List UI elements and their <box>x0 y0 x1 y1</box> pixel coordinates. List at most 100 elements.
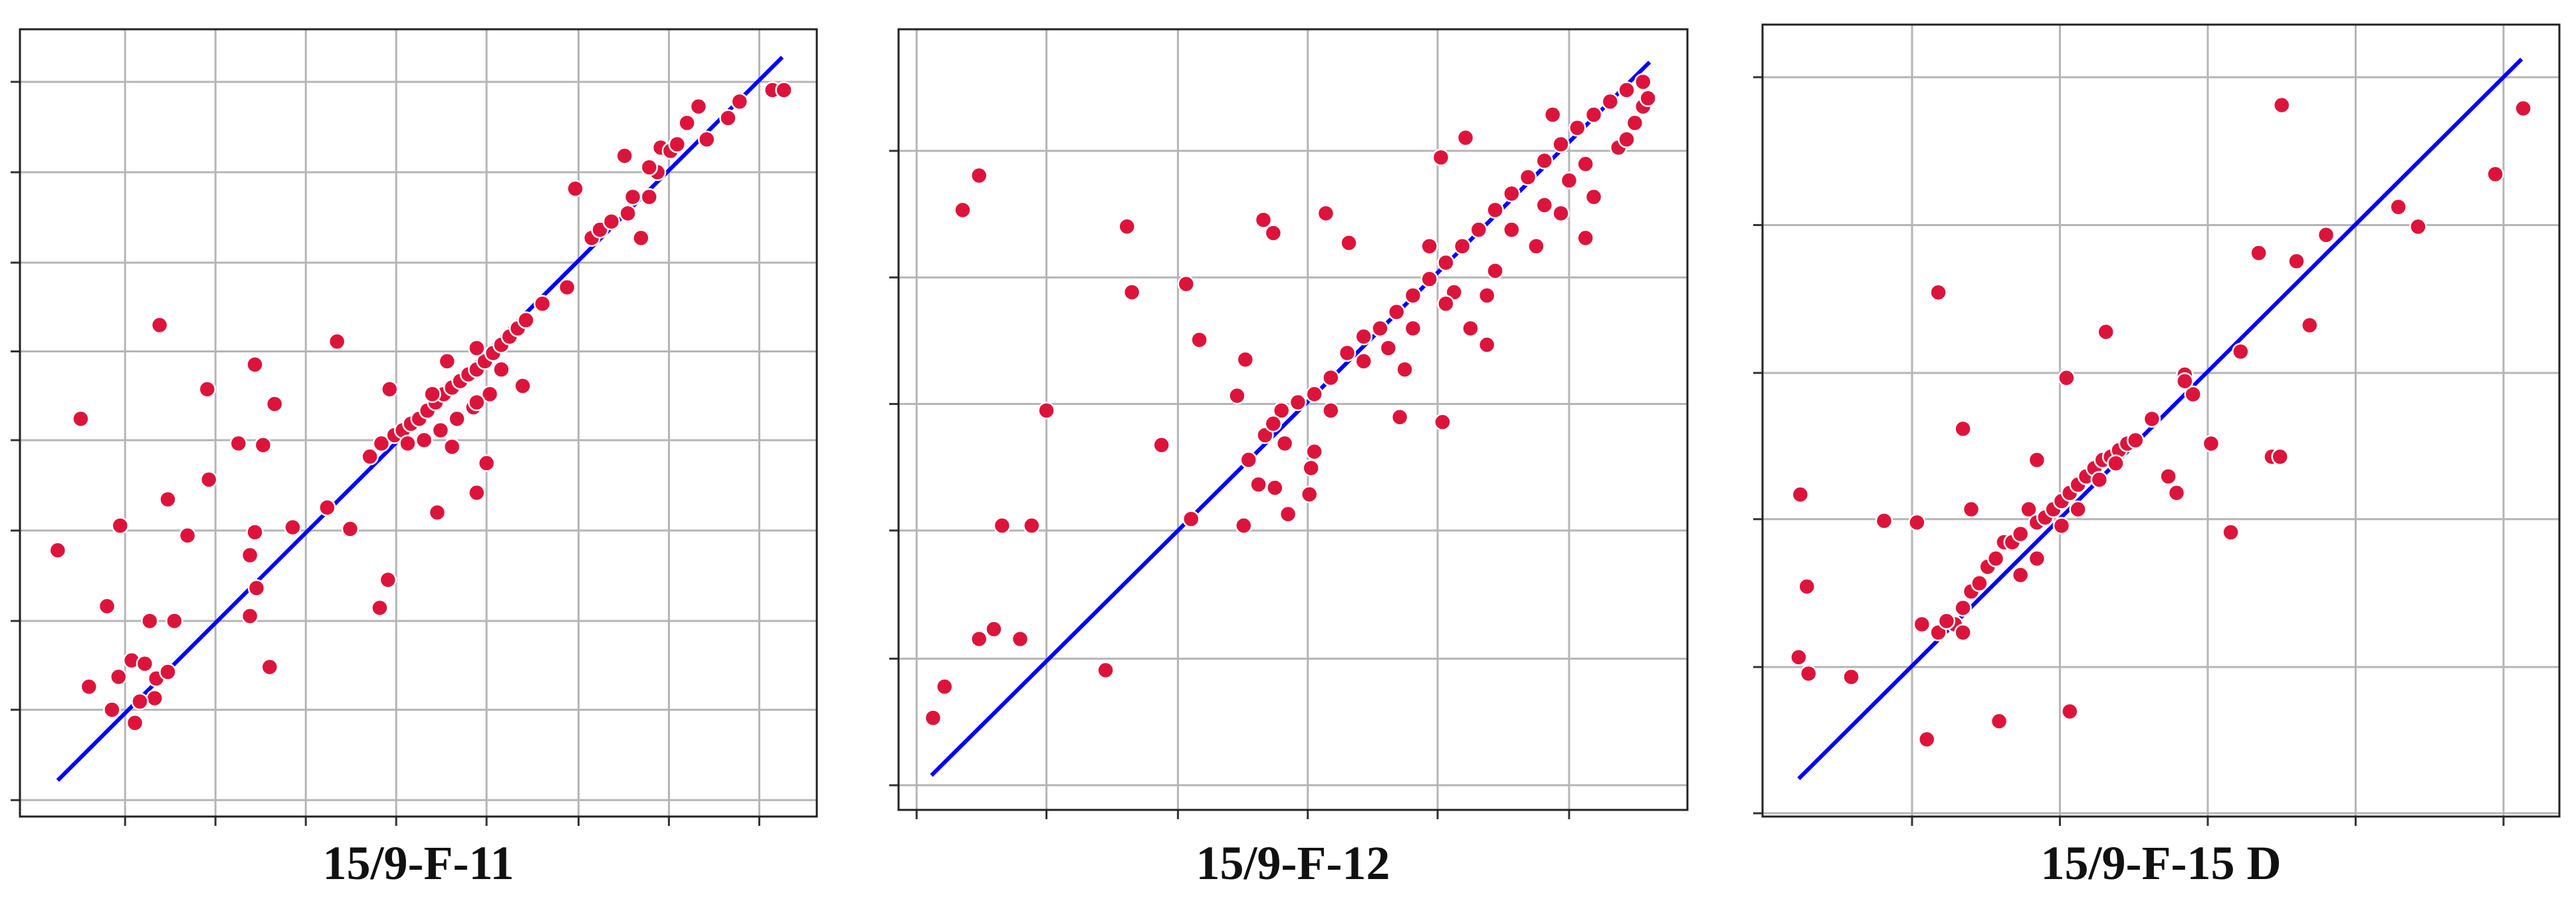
point <box>2058 369 2076 387</box>
point <box>2202 434 2220 453</box>
point <box>1264 224 1283 242</box>
point <box>380 380 399 398</box>
point <box>415 431 433 450</box>
point <box>1503 184 1521 203</box>
point <box>954 201 972 219</box>
point <box>229 434 248 453</box>
point <box>126 713 144 732</box>
point <box>1322 402 1340 420</box>
point <box>423 385 441 403</box>
point <box>1123 283 1141 301</box>
point <box>1434 413 1451 431</box>
point <box>2061 702 2079 721</box>
point <box>1486 201 1504 219</box>
point <box>1503 221 1521 239</box>
point <box>615 147 634 165</box>
panel-title: 15/9-F-15 D <box>2041 837 2282 890</box>
point <box>2409 217 2427 236</box>
point <box>1302 459 1320 477</box>
point <box>492 360 510 378</box>
point <box>1023 517 1041 535</box>
point <box>1264 414 1283 433</box>
point <box>1568 119 1586 137</box>
point <box>2011 525 2030 543</box>
point <box>1618 130 1636 148</box>
point <box>1152 436 1170 454</box>
point <box>517 311 535 329</box>
point <box>431 421 450 440</box>
point <box>2389 198 2407 216</box>
point <box>246 523 264 541</box>
point <box>2159 467 2177 485</box>
point <box>514 377 532 395</box>
point <box>2272 96 2291 114</box>
point <box>2143 410 2161 428</box>
point <box>1453 237 1471 255</box>
point <box>1937 612 1956 630</box>
point <box>1305 442 1323 461</box>
point <box>1190 330 1208 349</box>
point <box>1177 275 1196 293</box>
point <box>328 332 346 350</box>
point <box>1535 152 1554 170</box>
point <box>1266 479 1284 497</box>
point <box>1798 577 1816 596</box>
point <box>1634 72 1652 91</box>
panel: 15/9-F-11 <box>11 28 818 890</box>
point <box>72 410 90 428</box>
point <box>1990 712 2008 730</box>
point <box>1478 287 1496 305</box>
point <box>2011 566 2030 584</box>
point <box>970 166 988 185</box>
point <box>178 527 197 545</box>
point <box>247 579 266 597</box>
point <box>1097 661 1115 680</box>
point <box>1011 630 1029 648</box>
point <box>1527 237 1545 255</box>
point <box>2028 451 2046 469</box>
point <box>1552 204 1570 223</box>
point <box>2167 483 2186 502</box>
point <box>2300 316 2319 334</box>
point <box>1535 196 1554 214</box>
point <box>2271 448 2289 466</box>
point <box>2069 500 2087 519</box>
point <box>1469 221 1488 239</box>
point <box>730 92 749 111</box>
point <box>619 204 637 223</box>
point <box>438 352 457 370</box>
point <box>2090 471 2109 489</box>
point <box>1254 211 1273 229</box>
point <box>632 229 650 247</box>
point <box>668 135 687 154</box>
point <box>1420 270 1439 288</box>
point <box>1305 385 1323 403</box>
point <box>533 295 552 313</box>
point <box>1519 168 1537 186</box>
point <box>698 130 716 148</box>
panel: 15/9-F-15 D <box>1753 23 2561 890</box>
point <box>141 612 159 630</box>
point <box>443 438 461 456</box>
point <box>1954 420 1972 438</box>
point <box>2184 385 2202 404</box>
point <box>1404 287 1422 305</box>
point <box>372 434 391 453</box>
point <box>2486 165 2504 184</box>
point <box>1420 237 1439 255</box>
point <box>1929 283 1947 302</box>
point <box>1875 511 1893 530</box>
point <box>1954 598 1972 617</box>
point <box>1235 517 1253 535</box>
point <box>1275 434 1294 453</box>
point <box>1390 408 1409 426</box>
point <box>361 448 379 465</box>
point <box>1340 234 1358 252</box>
point <box>924 709 942 727</box>
point <box>1437 253 1455 272</box>
point <box>241 607 259 625</box>
point <box>985 620 1003 638</box>
point <box>640 158 659 176</box>
point <box>1626 114 1644 132</box>
